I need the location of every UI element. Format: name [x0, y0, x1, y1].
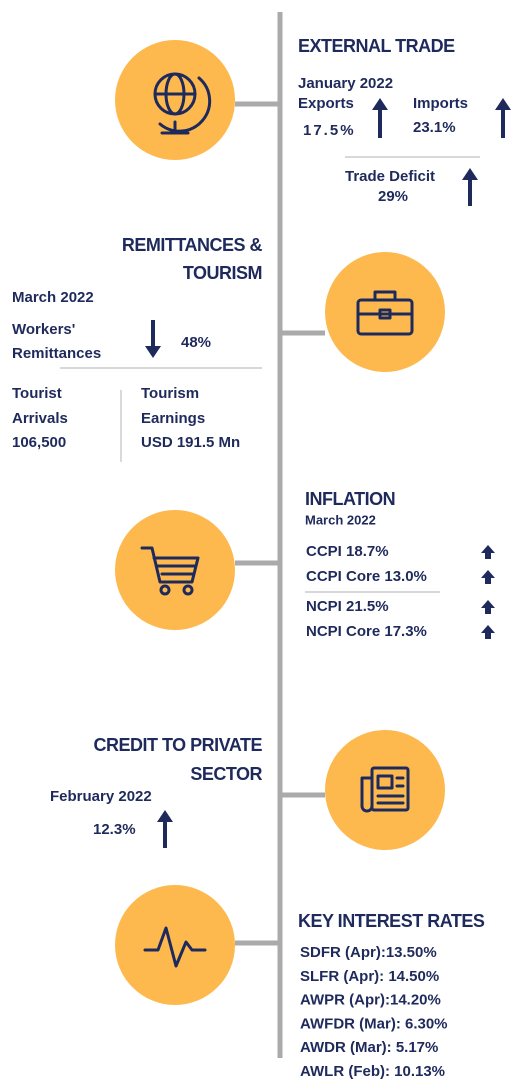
label: Remittances — [12, 345, 101, 362]
label: Exports — [298, 95, 354, 112]
rate: SDFR (Apr):13.50% — [300, 944, 437, 961]
section-title: EXTERNAL TRADE — [298, 36, 455, 56]
period: March 2022 — [12, 289, 94, 306]
item: NCPI 21.5% — [306, 598, 389, 615]
newspaper-icon — [325, 730, 445, 850]
rate: AWLR (Feb): 10.13% — [300, 1063, 445, 1079]
label: Imports — [413, 95, 468, 112]
item: NCPI Core 17.3% — [306, 623, 427, 640]
section-title: INFLATION — [305, 489, 395, 509]
label: Tourist — [12, 385, 62, 402]
value: 23.1% — [413, 119, 456, 136]
label: Earnings — [141, 410, 205, 427]
period: January 2022 — [298, 75, 393, 92]
briefcase-icon — [325, 252, 445, 372]
item: CCPI Core 13.0% — [306, 568, 427, 585]
section-title: SECTOR — [190, 764, 262, 784]
cart-icon — [115, 510, 235, 630]
value: 106,500 — [12, 434, 66, 451]
period: February 2022 — [50, 788, 152, 805]
pulse-icon — [115, 885, 235, 1005]
label: Tourism — [141, 385, 199, 402]
section-title: REMITTANCES & — [122, 235, 263, 255]
value: 29% — [378, 188, 408, 205]
timeline — [235, 12, 325, 1058]
value: 17.5% — [303, 122, 356, 139]
label: Arrivals — [12, 410, 68, 427]
rates: SDFR (Apr):13.50% SLFR (Apr): 14.50% AWPR … — [300, 944, 448, 1079]
item: CCPI 18.7% — [306, 543, 389, 560]
label: Workers' — [12, 321, 75, 338]
value: 48% — [181, 334, 211, 351]
value: USD 191.5 Mn — [141, 434, 240, 451]
rate: AWDR (Mar): 5.17% — [300, 1039, 438, 1056]
separators — [60, 156, 480, 593]
label: Trade Deficit — [345, 168, 435, 185]
rate: AWPR (Apr):14.20% — [300, 992, 441, 1009]
rate: AWFDR (Mar): 6.30% — [300, 1015, 448, 1032]
section-title: TOURISM — [183, 263, 262, 283]
period: March 2022 — [305, 512, 376, 527]
arrows — [145, 98, 511, 848]
value: 12.3% — [93, 821, 136, 838]
globe-icon — [115, 40, 235, 160]
rate: SLFR (Apr): 14.50% — [300, 968, 439, 985]
section-title: CREDIT TO PRIVATE — [93, 735, 262, 755]
section-title: KEY INTEREST RATES — [298, 911, 485, 931]
